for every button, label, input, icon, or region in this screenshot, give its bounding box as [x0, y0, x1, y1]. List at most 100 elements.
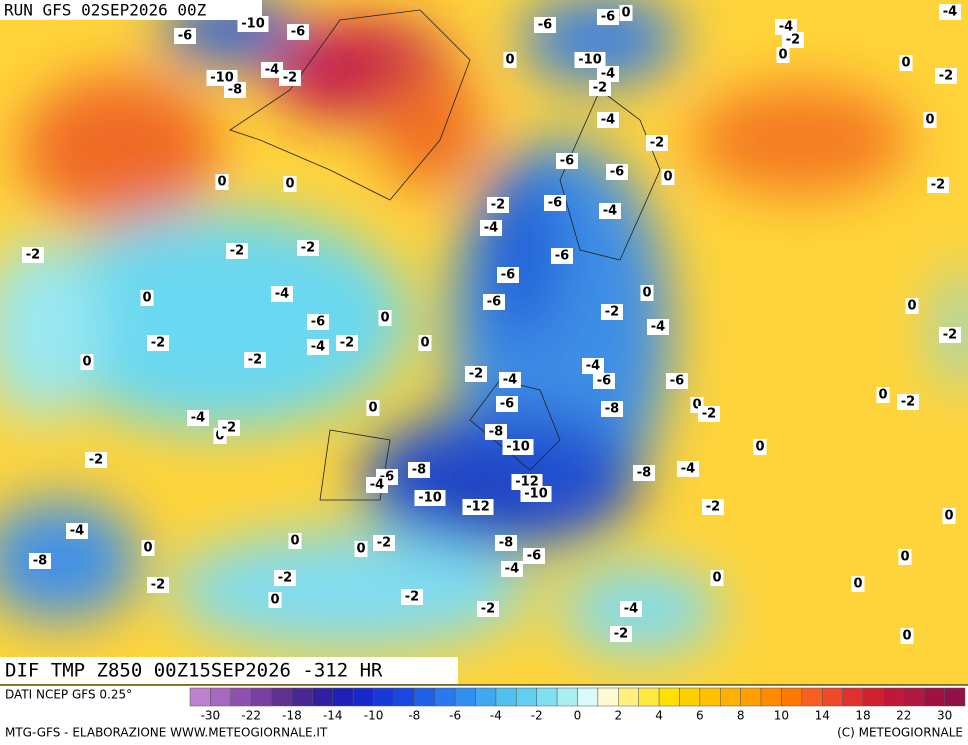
contour-label-box [501, 561, 523, 577]
contour-label: -2 [248, 353, 262, 368]
contour-label-box [523, 548, 545, 564]
contour-label-box [502, 439, 534, 455]
contour-label: -6 [178, 29, 192, 44]
contour-label: -2 [593, 81, 607, 96]
contour-label-box [499, 372, 521, 388]
colorbar-swatch [210, 687, 232, 707]
contour-label: 0 [270, 593, 279, 608]
contour-label: -6 [597, 374, 611, 389]
contour-label: -2 [491, 198, 505, 213]
contour-label-box [899, 55, 913, 71]
colorbar-swatch [230, 687, 252, 707]
contour-label-box [601, 304, 623, 320]
contour-label: 0 [380, 311, 389, 326]
colorbar-swatch [781, 687, 803, 707]
contour-label: -4 [603, 204, 617, 219]
contour-label-box [244, 352, 266, 368]
contour-label: -6 [670, 374, 684, 389]
contour-label: -4 [265, 63, 279, 78]
contour-label: 0 [900, 550, 909, 565]
contour-label-box [503, 52, 517, 68]
contour-label-box [647, 319, 669, 335]
contour-label: -4 [779, 20, 793, 35]
contour-label: -6 [555, 249, 569, 264]
colorbar-swatch [760, 687, 782, 707]
colorbar-tick-label: 10 [774, 709, 789, 723]
contour-label-box [597, 112, 619, 128]
contour-label: -2 [230, 244, 244, 259]
contour-label: -2 [931, 178, 945, 193]
contour-label: 0 [878, 388, 887, 403]
contour-label: -8 [412, 463, 426, 478]
contour-label: -2 [405, 590, 419, 605]
colorbar-swatch [597, 687, 619, 707]
colorbar-swatch [373, 687, 395, 707]
colorbar-tick-label: -14 [323, 709, 343, 723]
contour-label-box [775, 19, 797, 35]
contour-label: 0 [217, 175, 226, 190]
colorbar-tick-label: 2 [614, 709, 622, 723]
colorbar-swatch [577, 687, 599, 707]
contour-label-box [261, 62, 283, 78]
colorbar-swatch [250, 687, 272, 707]
contour-label-box [620, 601, 642, 617]
colorbar-tick-label: -22 [241, 709, 261, 723]
contour-label-box [218, 420, 240, 436]
contour-label-box [927, 177, 949, 193]
contour-label: -2 [706, 500, 720, 515]
contour-label: -4 [484, 221, 498, 236]
contour-label-box [141, 540, 155, 556]
contour-label: -6 [311, 315, 325, 330]
contour-label: -12 [515, 475, 539, 490]
contour-label: -2 [283, 71, 297, 86]
contour-label: -4 [943, 5, 957, 20]
contour-label: -8 [33, 554, 47, 569]
contour-label: -2 [786, 33, 800, 48]
contour-label-box [597, 9, 619, 25]
contour-label: -8 [605, 402, 619, 417]
colorbar: -30 -22 -18 -14 -10 -8 -6 -4 -2 0 2 4 6 8 10 14 18 22 30 [189, 687, 966, 723]
contour-label: -2 [278, 571, 292, 586]
contour-label-box [287, 24, 309, 40]
colorbar-swatch [516, 687, 537, 707]
contour-label-box [939, 327, 961, 343]
contour-label: 0 [142, 291, 151, 306]
contour-label-box [897, 394, 919, 410]
colorbar-tick-label: -8 [408, 709, 420, 723]
colorbar-tick-label: 18 [855, 709, 870, 723]
contour-label-box [85, 452, 107, 468]
contour-label-box [646, 135, 668, 151]
contour-label-box [366, 477, 388, 493]
contour-label-box [279, 70, 301, 86]
footer-right: (C) METEOGIORNALE [837, 726, 963, 740]
run-label: RUN GFS 02SEP2026 00Z [4, 1, 207, 20]
map-title: DIF TMP Z850 00Z15SEP2026 -312 HR [5, 660, 383, 682]
colorbar-swatch [332, 687, 354, 707]
contour-label-box [702, 499, 724, 515]
contour-label: -2 [605, 305, 619, 320]
contour-label-box [942, 508, 956, 524]
colorbar-tick-label: 30 [937, 709, 952, 723]
contour-label-box [29, 553, 51, 569]
contour-label-box [80, 354, 94, 370]
contour-label: -10 [506, 440, 530, 455]
contour-label-box [366, 400, 380, 416]
contour-label-box [593, 373, 615, 389]
contour-label-box [599, 203, 621, 219]
contour-label-box [487, 197, 509, 213]
contour-label-box [408, 462, 430, 478]
contour-label-box [661, 169, 675, 185]
contour-label: -4 [311, 340, 325, 355]
contour-label: 0 [505, 53, 514, 68]
contour-label-box [534, 17, 556, 33]
contour-label-box [373, 535, 395, 551]
contour-label-box [215, 174, 229, 190]
colorbar-swatch [495, 687, 517, 707]
contour-label: -4 [370, 478, 384, 493]
contour-label: -4 [651, 320, 665, 335]
colorbar-swatch [189, 687, 211, 707]
contour-label: 0 [778, 48, 787, 63]
contour-label: -2 [377, 536, 391, 551]
contour-label-box [544, 195, 566, 211]
contour-label-box [480, 220, 502, 236]
